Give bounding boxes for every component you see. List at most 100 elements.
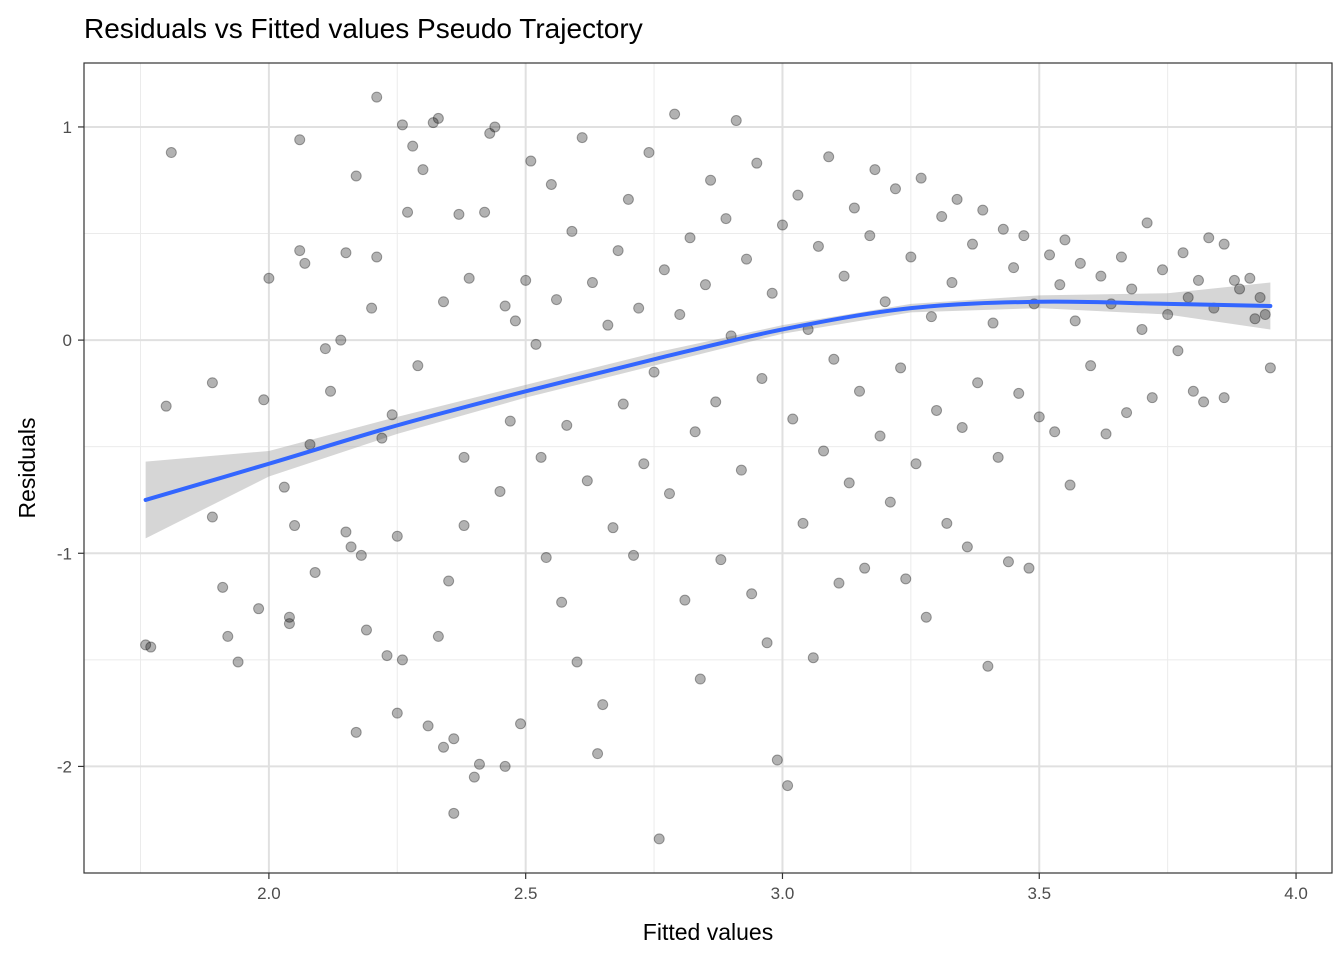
data-point bbox=[304, 439, 316, 451]
data-point bbox=[530, 338, 542, 350]
data-point bbox=[782, 780, 794, 792]
data-point bbox=[925, 311, 937, 323]
data-point bbox=[458, 520, 470, 532]
data-point bbox=[643, 147, 655, 159]
data-point bbox=[1192, 274, 1204, 286]
data-point bbox=[1126, 283, 1138, 295]
data-point bbox=[448, 807, 460, 819]
data-point bbox=[951, 193, 963, 205]
data-point bbox=[859, 562, 871, 574]
data-point bbox=[576, 132, 588, 144]
data-point bbox=[869, 164, 881, 176]
y-tick-label: 1 bbox=[63, 118, 72, 137]
data-point bbox=[360, 624, 372, 636]
data-point bbox=[694, 673, 706, 685]
data-point bbox=[658, 264, 670, 276]
data-point bbox=[309, 566, 321, 578]
data-point bbox=[628, 549, 640, 561]
data-point bbox=[715, 554, 727, 566]
data-point bbox=[417, 164, 429, 176]
data-point bbox=[746, 588, 758, 600]
confidence-band-area bbox=[145, 282, 1271, 539]
data-point bbox=[648, 366, 660, 378]
data-point bbox=[1136, 323, 1148, 335]
data-point bbox=[766, 287, 778, 299]
data-point bbox=[961, 541, 973, 553]
data-point bbox=[422, 720, 434, 732]
data-point bbox=[771, 754, 783, 766]
data-point bbox=[484, 127, 496, 139]
data-point bbox=[946, 277, 958, 289]
chart-title: Residuals vs Fitted values Pseudo Trajec… bbox=[84, 13, 643, 44]
data-point bbox=[663, 488, 675, 500]
data-point bbox=[1249, 313, 1261, 325]
data-point bbox=[396, 119, 408, 131]
data-point bbox=[371, 91, 383, 103]
data-point bbox=[1044, 249, 1056, 261]
data-point bbox=[905, 251, 917, 263]
data-point bbox=[1259, 309, 1271, 321]
data-point bbox=[489, 121, 501, 133]
data-point bbox=[232, 656, 244, 668]
data-point bbox=[956, 422, 968, 433]
data-point bbox=[391, 707, 403, 719]
data-point bbox=[217, 581, 229, 593]
data-point bbox=[376, 432, 388, 444]
x-tick-label: 2.5 bbox=[514, 884, 538, 903]
data-point bbox=[1054, 279, 1066, 291]
data-point bbox=[848, 202, 860, 214]
data-point bbox=[438, 296, 450, 308]
data-point bbox=[294, 134, 306, 146]
data-point bbox=[982, 660, 994, 672]
x-axis: 2.0 2.5 3.0 3.5 4.0 bbox=[257, 873, 1308, 903]
smooth-line bbox=[143, 299, 1273, 502]
data-point bbox=[889, 183, 901, 195]
data-point bbox=[1234, 283, 1246, 295]
data-point bbox=[499, 300, 511, 312]
data-point bbox=[941, 517, 953, 529]
data-point bbox=[1095, 270, 1107, 282]
data-point bbox=[258, 394, 270, 406]
y-axis: -2 -1 0 1 bbox=[57, 118, 84, 776]
data-point bbox=[366, 302, 378, 314]
data-point bbox=[751, 157, 763, 169]
x-tick-label: 2.0 bbox=[257, 884, 281, 903]
data-point bbox=[910, 458, 922, 470]
data-point bbox=[350, 170, 362, 182]
data-point bbox=[391, 530, 403, 542]
data-point bbox=[355, 549, 367, 561]
data-point bbox=[581, 475, 593, 487]
data-point bbox=[622, 193, 634, 205]
data-point bbox=[319, 343, 331, 355]
y-tick-label: -1 bbox=[57, 544, 72, 563]
data-point bbox=[1162, 309, 1174, 321]
y-tick-label: 0 bbox=[63, 331, 72, 350]
data-point bbox=[1074, 257, 1086, 269]
data-point bbox=[592, 748, 604, 760]
data-point bbox=[1264, 362, 1276, 374]
confidence-band bbox=[145, 282, 1271, 539]
data-point bbox=[407, 140, 419, 152]
data-point bbox=[787, 413, 799, 425]
data-point bbox=[653, 833, 665, 845]
data-point bbox=[556, 596, 568, 608]
data-point bbox=[597, 699, 609, 711]
data-point bbox=[289, 520, 301, 532]
data-point bbox=[479, 206, 491, 218]
data-point bbox=[509, 315, 521, 327]
x-axis-title: Fitted values bbox=[643, 919, 773, 945]
data-point bbox=[823, 151, 835, 163]
data-point bbox=[818, 445, 830, 457]
data-point bbox=[756, 372, 768, 384]
data-point bbox=[920, 611, 932, 623]
data-point bbox=[494, 485, 506, 497]
data-point bbox=[1177, 247, 1189, 259]
data-point bbox=[458, 451, 470, 463]
data-point bbox=[294, 245, 306, 257]
data-point bbox=[633, 302, 645, 314]
data-point bbox=[997, 223, 1009, 235]
data-point bbox=[900, 573, 912, 585]
data-point bbox=[884, 496, 896, 508]
data-point bbox=[525, 155, 537, 167]
data-point bbox=[340, 247, 352, 259]
